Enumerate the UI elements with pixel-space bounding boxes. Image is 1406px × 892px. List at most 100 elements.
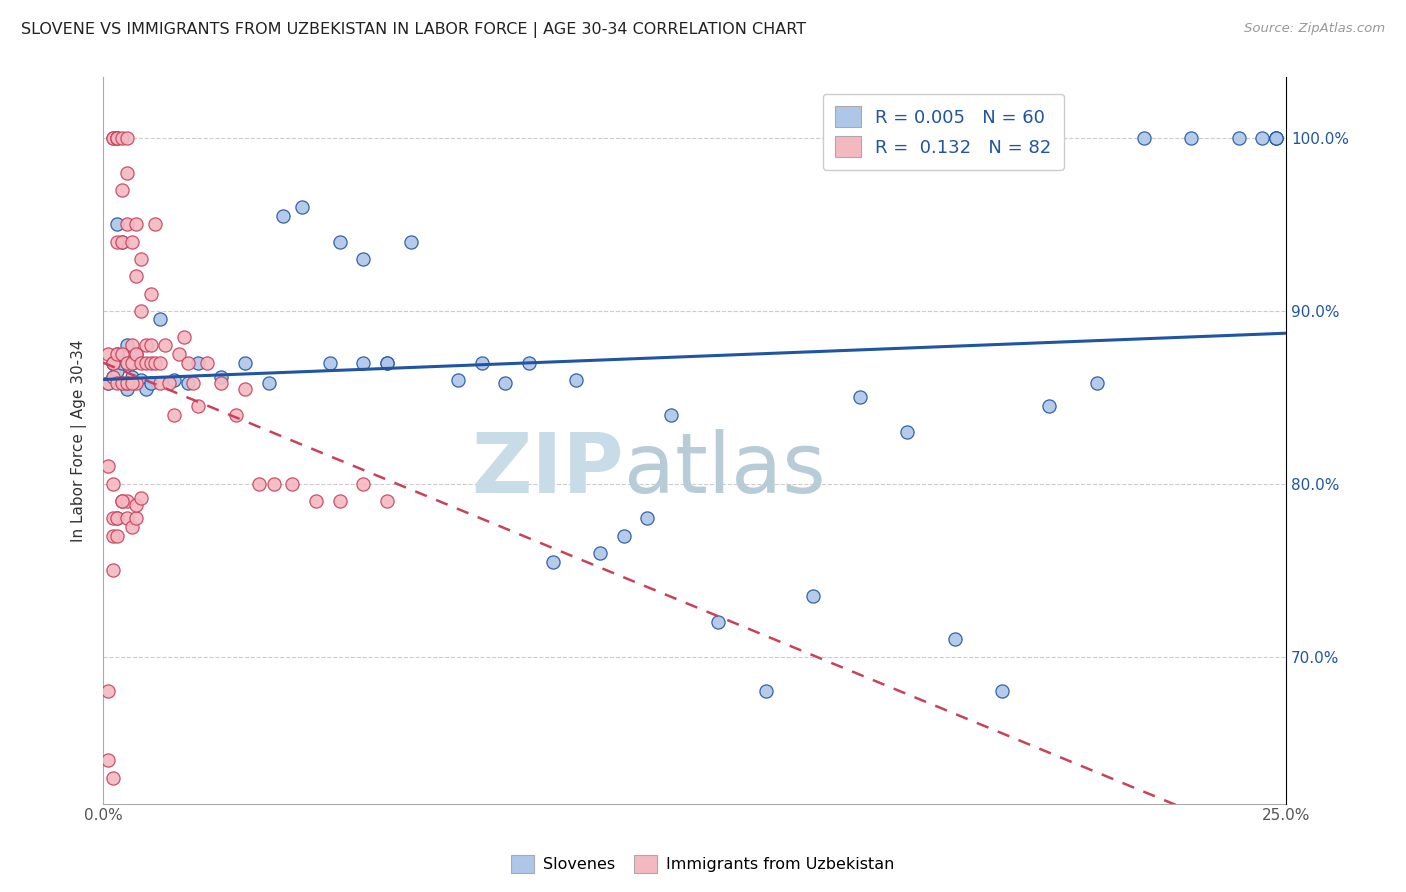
- Point: [1038, 399, 1060, 413]
- Point: [135, 356, 157, 370]
- Point: [173, 330, 195, 344]
- Point: [352, 476, 374, 491]
- Point: [896, 425, 918, 439]
- Point: [129, 252, 152, 266]
- Point: [111, 347, 134, 361]
- Point: [101, 369, 124, 384]
- Point: [1265, 131, 1288, 145]
- Point: [101, 771, 124, 785]
- Point: [305, 494, 328, 508]
- Point: [159, 376, 181, 391]
- Y-axis label: In Labor Force | Age 30-34: In Labor Force | Age 30-34: [72, 339, 87, 541]
- Point: [107, 347, 129, 361]
- Point: [101, 356, 124, 370]
- Point: [101, 563, 124, 577]
- Point: [97, 459, 120, 474]
- Point: [139, 338, 162, 352]
- Point: [291, 200, 314, 214]
- Point: [101, 476, 124, 491]
- Point: [1085, 376, 1108, 391]
- Point: [1227, 131, 1250, 145]
- Point: [129, 373, 152, 387]
- Point: [163, 408, 186, 422]
- Point: [143, 356, 166, 370]
- Point: [121, 356, 143, 370]
- Point: [1265, 131, 1288, 145]
- Point: [115, 356, 138, 370]
- Point: [233, 382, 256, 396]
- Point: [111, 183, 134, 197]
- Point: [187, 399, 209, 413]
- Point: [181, 376, 204, 391]
- Point: [121, 520, 143, 534]
- Point: [107, 235, 129, 249]
- Point: [399, 235, 422, 249]
- Point: [97, 347, 120, 361]
- Legend: R = 0.005   N = 60, R =  0.132   N = 82: R = 0.005 N = 60, R = 0.132 N = 82: [823, 94, 1064, 169]
- Point: [107, 347, 129, 361]
- Point: [177, 376, 200, 391]
- Point: [115, 376, 138, 391]
- Point: [494, 376, 516, 391]
- Point: [352, 252, 374, 266]
- Point: [149, 312, 172, 326]
- Point: [263, 476, 285, 491]
- Point: [97, 753, 120, 767]
- Point: [111, 376, 134, 391]
- Point: [149, 356, 172, 370]
- Point: [101, 356, 124, 370]
- Point: [115, 338, 138, 352]
- Point: [319, 356, 342, 370]
- Point: [375, 356, 398, 370]
- Point: [97, 376, 120, 391]
- Point: [211, 369, 233, 384]
- Point: [129, 303, 152, 318]
- Point: [107, 376, 129, 391]
- Point: [125, 376, 148, 391]
- Point: [111, 356, 134, 370]
- Point: [943, 632, 966, 647]
- Point: [139, 286, 162, 301]
- Point: [101, 131, 124, 145]
- Point: [121, 356, 143, 370]
- Point: [801, 589, 824, 603]
- Point: [115, 494, 138, 508]
- Point: [991, 684, 1014, 698]
- Point: [125, 347, 148, 361]
- Point: [97, 376, 120, 391]
- Point: [143, 218, 166, 232]
- Point: [329, 494, 352, 508]
- Point: [115, 376, 138, 391]
- Point: [115, 218, 138, 232]
- Point: [211, 376, 233, 391]
- Point: [565, 373, 588, 387]
- Point: [111, 494, 134, 508]
- Point: [125, 347, 148, 361]
- Point: [107, 511, 129, 525]
- Point: [115, 356, 138, 370]
- Point: [375, 494, 398, 508]
- Point: [135, 338, 157, 352]
- Point: [129, 491, 152, 505]
- Point: [121, 376, 143, 391]
- Point: [111, 494, 134, 508]
- Point: [707, 615, 730, 629]
- Point: [1133, 131, 1156, 145]
- Point: [129, 356, 152, 370]
- Point: [101, 511, 124, 525]
- Point: [225, 408, 247, 422]
- Point: [754, 684, 776, 698]
- Point: [107, 528, 129, 542]
- Point: [107, 131, 129, 145]
- Point: [107, 511, 129, 525]
- Point: [447, 373, 470, 387]
- Point: [636, 511, 658, 525]
- Point: [352, 356, 374, 370]
- Point: [659, 408, 682, 422]
- Point: [167, 347, 190, 361]
- Point: [149, 376, 172, 391]
- Point: [111, 376, 134, 391]
- Point: [329, 235, 352, 249]
- Point: [1180, 131, 1202, 145]
- Point: [849, 390, 872, 404]
